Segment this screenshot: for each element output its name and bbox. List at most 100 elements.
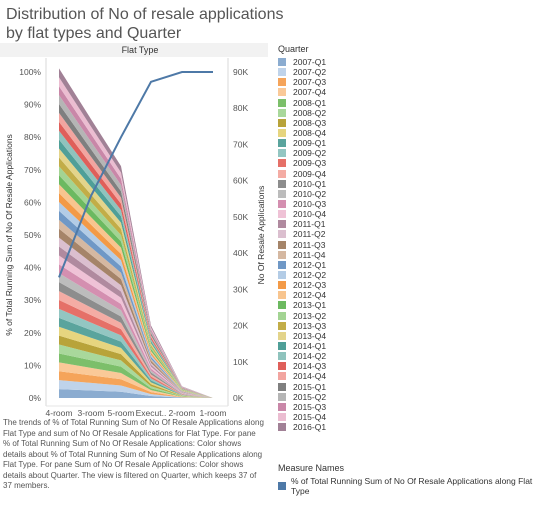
area-2012-Q2 <box>59 202 213 398</box>
running-sum-line <box>58 71 213 278</box>
legend-item[interactable]: 2010-Q2 <box>278 189 540 199</box>
legend-item[interactable]: 2012-Q2 <box>278 270 540 280</box>
legend-item[interactable]: 2014-Q1 <box>278 341 540 351</box>
legend-item[interactable]: 2008-Q3 <box>278 118 540 128</box>
legend-label: 2014-Q3 <box>293 361 327 372</box>
area-2015-Q2 <box>59 95 213 398</box>
right-tick-label: 0K <box>233 393 244 403</box>
legend-swatch <box>278 129 286 138</box>
area-2009-Q3 <box>59 300 213 398</box>
area-2011-Q1 <box>59 246 213 398</box>
legend-swatch <box>278 149 286 158</box>
legend-item[interactable]: 2008-Q2 <box>278 108 540 118</box>
legend-label: 2008-Q3 <box>293 117 327 128</box>
legend-label: 2015-Q1 <box>293 381 327 392</box>
legend-item[interactable]: 2009-Q1 <box>278 138 540 148</box>
legend-swatch <box>278 88 286 97</box>
legend-swatch <box>278 372 286 381</box>
legend-swatch <box>278 220 286 229</box>
legend-item[interactable]: 2015-Q3 <box>278 402 540 412</box>
legend-item[interactable]: 2011-Q1 <box>278 219 540 229</box>
legend-item[interactable]: 2015-Q2 <box>278 392 540 402</box>
legend-item[interactable]: 2008-Q1 <box>278 98 540 108</box>
legend-item[interactable]: 2007-Q2 <box>278 67 540 77</box>
area-2010-Q2 <box>59 273 213 398</box>
measure-legend: Measure Names % of Total Running Sum of … <box>278 463 540 496</box>
legend-item[interactable]: 2011-Q3 <box>278 240 540 250</box>
x-tick-label: 3-room <box>78 408 105 418</box>
legend-label: 2012-Q3 <box>293 280 327 291</box>
legend-item[interactable]: 2014-Q3 <box>278 361 540 371</box>
legend-item[interactable]: 2009-Q3 <box>278 158 540 168</box>
right-tick-label: 70K <box>233 139 248 149</box>
legend-item[interactable]: 2014-Q4 <box>278 371 540 381</box>
legend-item[interactable]: 2012-Q1 <box>278 260 540 270</box>
right-tick-label: 20K <box>233 321 248 331</box>
legend-item[interactable]: 2010-Q3 <box>278 199 540 209</box>
legend-swatch <box>278 281 286 290</box>
area-2007-Q3 <box>59 371 213 398</box>
measure-legend-title: Measure Names <box>278 463 345 473</box>
flat-type-header: Flat Type <box>122 45 159 55</box>
left-tick-label: 20% <box>24 328 41 338</box>
legend-item[interactable]: 2010-Q4 <box>278 209 540 219</box>
area-2014-Q3 <box>59 121 213 399</box>
legend-item[interactable]: 2007-Q4 <box>278 87 540 97</box>
legend-item[interactable]: 2011-Q4 <box>278 250 540 260</box>
legend-swatch <box>278 200 286 209</box>
legend-item[interactable]: 2009-Q4 <box>278 169 540 179</box>
area-2009-Q1 <box>59 317 213 398</box>
legend-swatch <box>278 423 286 432</box>
legend-label: 2010-Q4 <box>293 209 327 220</box>
legend-swatch <box>278 331 286 340</box>
area-2008-Q3 <box>59 335 213 398</box>
legend-item[interactable]: 2013-Q1 <box>278 300 540 310</box>
legend-item[interactable]: 2009-Q2 <box>278 148 540 158</box>
legend-swatch <box>278 412 286 421</box>
legend-label: 2007-Q3 <box>293 77 327 88</box>
x-tick-label: 4-room <box>46 408 73 418</box>
line-group <box>58 71 213 278</box>
legend-label: 2011-Q4 <box>293 249 326 260</box>
legend-item[interactable]: 2008-Q4 <box>278 128 540 138</box>
legend-label: 2012-Q2 <box>293 270 327 281</box>
legend-item[interactable]: 2012-Q3 <box>278 280 540 290</box>
legend-label: 2015-Q4 <box>293 411 327 422</box>
legend-swatch <box>278 260 286 269</box>
left-tick-label: 10% <box>24 360 41 370</box>
legend-item[interactable]: 2015-Q4 <box>278 412 540 422</box>
legend-label: 2016-Q1 <box>293 422 327 433</box>
stacked-area-group <box>59 68 213 399</box>
area-2012-Q3 <box>59 193 213 398</box>
legend-label: 2013-Q2 <box>293 310 327 321</box>
legend-item[interactable]: 2010-Q1 <box>278 179 540 189</box>
legend-label: 2007-Q4 <box>293 87 327 98</box>
x-tick-label: 1-room <box>200 408 227 418</box>
legend-item[interactable]: 2014-Q2 <box>278 351 540 361</box>
legend-item[interactable]: 2013-Q4 <box>278 331 540 341</box>
legend-label: 2012-Q1 <box>293 259 327 270</box>
legend-item[interactable]: 2013-Q3 <box>278 321 540 331</box>
legend-swatch <box>278 78 286 87</box>
legend-label: 2009-Q2 <box>293 148 327 159</box>
area-2007-Q1 <box>59 389 213 398</box>
legend-swatch <box>278 342 286 350</box>
legend-swatch <box>278 362 286 371</box>
area-2015-Q1 <box>59 104 213 399</box>
legend-item[interactable]: 2007-Q3 <box>278 77 540 87</box>
legend-item[interactable]: 2013-Q2 <box>278 311 540 321</box>
measure-legend-item[interactable]: % of Total Running Sum of No Of Resale A… <box>278 476 540 496</box>
legend-item[interactable]: 2015-Q1 <box>278 382 540 392</box>
legend-swatch <box>278 311 286 320</box>
legend-item[interactable]: 2007-Q1 <box>278 57 540 67</box>
legend-label: 2008-Q1 <box>293 97 327 108</box>
area-2007-Q2 <box>59 380 213 398</box>
legend-label: 2011-Q1 <box>293 219 326 230</box>
legend-swatch <box>278 230 286 239</box>
legend-item[interactable]: 2011-Q2 <box>278 229 540 239</box>
legend-swatch <box>278 240 286 249</box>
legend-item[interactable]: 2016-Q1 <box>278 422 540 432</box>
area-2010-Q1 <box>59 282 213 398</box>
legend-swatch <box>278 159 286 168</box>
legend-item[interactable]: 2012-Q4 <box>278 290 540 300</box>
